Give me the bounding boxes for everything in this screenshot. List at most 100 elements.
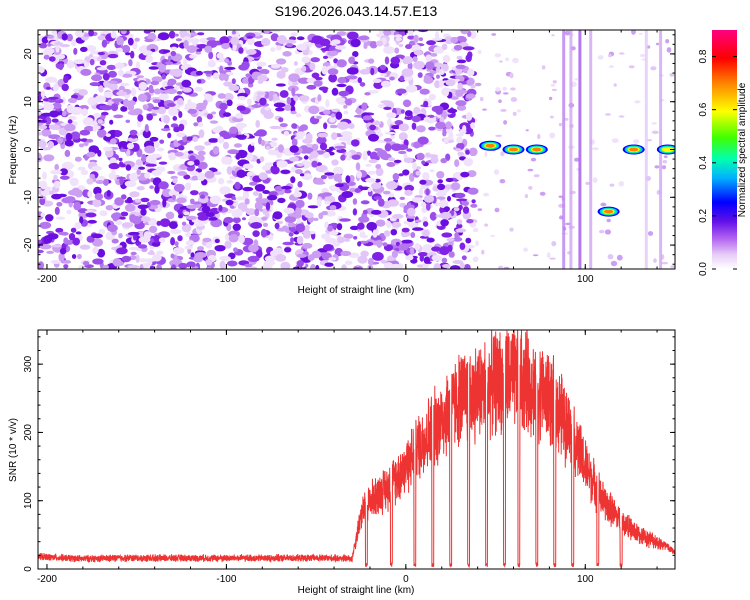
- spectrogram-cell: [422, 172, 430, 181]
- spectrogram-cell: [46, 86, 51, 90]
- spectrogram-cell: [91, 74, 103, 82]
- spectrogram-cell: [64, 139, 74, 147]
- spectrogram-cell: [406, 207, 416, 217]
- spectrogram-cell: [430, 53, 438, 57]
- spectrogram-cell: [670, 265, 675, 269]
- spectrogram-cell: [80, 169, 89, 176]
- spectrogram-cell: [110, 103, 119, 112]
- spectrogram-cell: [235, 154, 241, 160]
- spectrogram-cell: [80, 68, 92, 76]
- spectrogram-cell: [145, 55, 153, 63]
- spectrogram-cell: [377, 198, 385, 207]
- spectrogram-cell: [263, 30, 271, 35]
- spectrogram-cell: [263, 260, 276, 266]
- spectrogram-cell: [158, 63, 166, 73]
- spectrogram-cell: [606, 218, 611, 223]
- spectrogram-cell: [467, 170, 477, 178]
- spectrogram-cell: [443, 137, 449, 144]
- spectrogram-cell: [465, 112, 473, 121]
- snr-frame: [37, 329, 676, 570]
- spectrogram-cell: [341, 264, 347, 269]
- spectrogram-cell: [268, 91, 276, 95]
- spectrogram-cell: [558, 195, 564, 198]
- spectrogram-cell: [247, 171, 255, 177]
- spectrogram-cell: [42, 171, 47, 180]
- spectrogram-cell: [204, 170, 215, 179]
- spectrogram-cell: [58, 252, 65, 262]
- spectrogram-cell: [345, 175, 351, 184]
- spectrogram-cell: [368, 58, 375, 64]
- spectrogram-cell: [388, 193, 394, 198]
- spectrogram-cell: [474, 82, 482, 87]
- spectrogram-cell: [232, 223, 241, 231]
- spectrogram-cell: [335, 97, 346, 103]
- spectrogram-cell: [302, 173, 313, 181]
- spectrogram-cell: [174, 241, 179, 247]
- spectrogram-cell: [304, 224, 310, 232]
- spectrogram-cell: [450, 96, 459, 100]
- spectrogram-cell: [145, 163, 157, 167]
- spectrogram-cell: [477, 49, 482, 55]
- spectrogram-cell: [101, 111, 109, 116]
- spectrogram-cell: [337, 121, 350, 130]
- spectrogram-cell: [454, 159, 460, 168]
- spectrogram-cell: [189, 170, 199, 176]
- spectrogram-cell: [322, 152, 331, 159]
- spectrogram-cell: [157, 32, 170, 40]
- spectrogram-cell: [137, 114, 144, 122]
- spectrogram-cell: [224, 240, 232, 249]
- spectrogram-cell: [502, 86, 507, 91]
- spectrogram-cell: [345, 151, 352, 157]
- spectrogram-cell: [468, 147, 478, 157]
- spectrogram-cell: [79, 244, 91, 250]
- snr-line: [38, 330, 675, 568]
- spectrogram-cell: [367, 170, 376, 175]
- spectrogram-cell: [96, 67, 108, 71]
- spectrogram-cell: [373, 81, 384, 89]
- x-tick-label: 100: [577, 574, 594, 585]
- figure-title: S196.2026.043.14.57.E13: [275, 3, 438, 19]
- spectrogram-cell: [399, 196, 406, 200]
- spectrogram-cell: [190, 252, 195, 259]
- spectrogram-cell: [436, 74, 440, 79]
- spectrogram-cell: [194, 252, 207, 259]
- spectrogram-cell: [411, 115, 421, 123]
- spectrogram-cell: [380, 100, 392, 104]
- spectrogram-cell: [353, 236, 358, 240]
- spectrogram-cell: [54, 206, 60, 215]
- spectrogram-cell: [607, 254, 614, 260]
- spectrogram-cell: [82, 261, 90, 266]
- spectrogram-cell: [43, 103, 55, 111]
- spectrogram-cell: [436, 196, 446, 200]
- spectrogram-cell: [321, 210, 329, 216]
- spectrogram-cell: [302, 242, 313, 249]
- spectrogram-cell: [116, 36, 123, 46]
- spectrogram-cell: [93, 125, 101, 130]
- spectrogram-cell: [173, 126, 181, 133]
- spectrogram-cell: [457, 151, 465, 156]
- spectrogram-cell: [421, 206, 428, 214]
- spectrogram-cell: [281, 185, 292, 190]
- spectrogram-cell: [379, 30, 384, 36]
- spectrogram-cell: [176, 91, 183, 95]
- spectrogram-cell: [231, 78, 236, 85]
- spectrogram-cell: [387, 199, 399, 207]
- spectrogram-cell: [473, 227, 479, 233]
- spectrogram-cell: [116, 247, 128, 255]
- spectrogram-cell: [537, 133, 541, 140]
- spectrogram-cell: [297, 181, 303, 188]
- spectrogram-cell: [348, 252, 360, 258]
- spectrogram-cell: [447, 195, 451, 202]
- spectrogram-cell: [462, 201, 469, 206]
- spectrogram-cell: [101, 39, 108, 48]
- spectrogram-cell: [235, 196, 246, 201]
- spectrogram-cell: [246, 152, 254, 161]
- spectrogram-cell: [259, 97, 267, 106]
- spectrogram-cell: [404, 189, 413, 196]
- spectrogram-cell: [444, 88, 449, 97]
- spectrogram-streak: [644, 30, 648, 269]
- spectrogram-cell: [213, 171, 222, 175]
- spectrogram-cell: [237, 202, 248, 211]
- y-tick-label: 0: [23, 566, 34, 572]
- spectrogram-cell: [97, 149, 102, 157]
